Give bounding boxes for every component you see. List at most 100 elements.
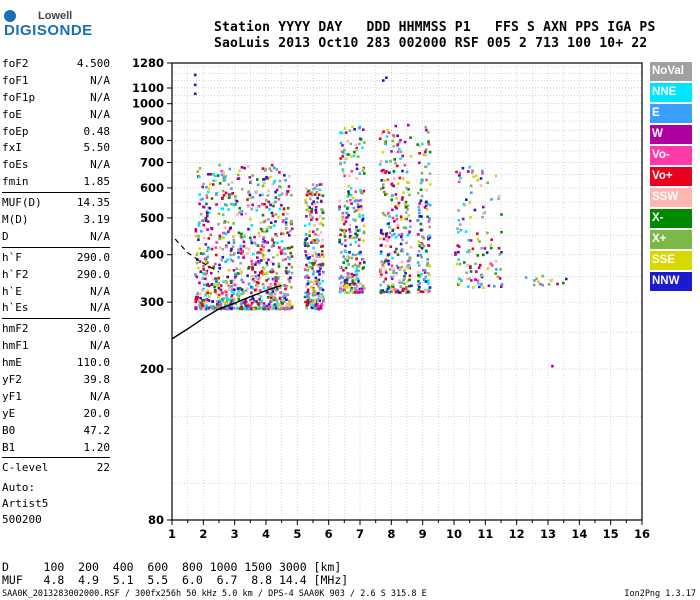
- echo-point: [256, 205, 260, 209]
- echo-point: [277, 262, 281, 266]
- echo-point: [255, 288, 258, 291]
- echo-point: [340, 242, 344, 246]
- echo-point: [205, 210, 209, 213]
- echo-point: [314, 291, 317, 295]
- echo-point: [218, 246, 222, 249]
- echo-point: [308, 222, 311, 226]
- echo-point: [254, 263, 257, 266]
- echo-point: [235, 213, 239, 216]
- auto-version: 500200: [2, 513, 42, 526]
- echo-point: [489, 243, 493, 247]
- echo-point: [222, 176, 226, 179]
- echo-point: [218, 163, 221, 167]
- echo-point: [255, 243, 258, 247]
- echo-point: [418, 215, 422, 218]
- echo-point: [358, 172, 362, 175]
- echo-point: [358, 238, 361, 241]
- echo-point: [342, 261, 345, 264]
- echo-point: [260, 244, 264, 247]
- param-value: N/A: [90, 107, 110, 121]
- echo-point: [390, 275, 393, 279]
- echo-point: [262, 178, 265, 181]
- param-row: h`Es N/A: [2, 300, 110, 317]
- echo-point: [358, 262, 362, 265]
- echo-point: [229, 202, 233, 206]
- echo-point: [386, 284, 390, 287]
- echo-point: [350, 169, 354, 173]
- echo-point: [380, 228, 383, 232]
- echo-point: [315, 252, 318, 256]
- echo-point: [283, 284, 287, 287]
- echo-point: [401, 169, 404, 173]
- echo-point: [354, 240, 358, 244]
- echo-point: [317, 304, 320, 308]
- echo-point: [227, 230, 230, 234]
- echo-point: [418, 282, 421, 285]
- legend-item: SSE: [650, 251, 692, 270]
- echo-point: [317, 234, 320, 237]
- echo-point: [303, 224, 307, 227]
- echo-point: [304, 244, 307, 247]
- echo-point: [404, 200, 408, 204]
- auto-block: Auto: Artist5 500200: [2, 480, 48, 528]
- echo-point: [310, 191, 314, 194]
- echo-point: [262, 249, 265, 252]
- echo-point: [458, 262, 462, 266]
- echo-point: [346, 139, 349, 143]
- echo-point: [416, 291, 420, 295]
- echo-point: [247, 267, 250, 270]
- echo-point: [402, 278, 406, 282]
- echo-point: [197, 223, 201, 226]
- echo-point: [351, 125, 354, 129]
- echo-point: [421, 142, 424, 146]
- echo-point: [204, 277, 207, 281]
- echo-point: [394, 193, 398, 196]
- echo-point: [256, 284, 259, 287]
- echo-point: [309, 298, 312, 302]
- footer-info: SAA0K_2013283002000.RSF / 300fx256h 50 k…: [2, 589, 427, 599]
- echo-point: [322, 300, 325, 303]
- echo-point: [271, 270, 275, 273]
- echo-point: [358, 126, 361, 130]
- x-tick-label: 13: [540, 527, 556, 541]
- echo-point: [202, 205, 206, 209]
- echo-point: [227, 208, 230, 211]
- param-row: foEp 0.48: [2, 124, 110, 141]
- echo-point: [209, 292, 212, 295]
- echo-point: [278, 283, 282, 286]
- echo-point: [498, 253, 501, 256]
- echo-point: [424, 288, 427, 292]
- echo-point: [381, 171, 385, 174]
- echo-point: [416, 283, 420, 287]
- echo-point: [213, 306, 217, 309]
- echo-point: [422, 237, 426, 240]
- param-name: C-level: [2, 461, 49, 475]
- echo-point: [383, 290, 386, 294]
- echo-point: [311, 238, 314, 242]
- echo-point: [314, 255, 318, 258]
- echo-point: [354, 190, 357, 193]
- echo-point: [280, 252, 283, 255]
- echo-point: [304, 199, 307, 202]
- param-value: 290.0: [76, 250, 110, 264]
- legend-item: E: [650, 104, 692, 123]
- echo-point: [494, 272, 497, 275]
- echo-point: [222, 173, 225, 177]
- echo-point: [312, 292, 315, 295]
- echo-point: [275, 279, 278, 282]
- echo-point: [417, 288, 420, 291]
- echo-point: [346, 195, 350, 198]
- echo-point: [355, 225, 358, 229]
- echo-point: [424, 275, 427, 279]
- echo-point: [311, 254, 314, 257]
- echo-point: [457, 231, 460, 234]
- echo-point: [227, 298, 231, 301]
- echo-point: [236, 177, 240, 180]
- echo-point: [277, 276, 280, 279]
- echo-point: [271, 268, 274, 271]
- echo-point: [462, 203, 466, 206]
- echo-point: [231, 300, 235, 303]
- echo-point: [248, 196, 252, 200]
- echo-point: [347, 256, 351, 260]
- echo-point: [217, 282, 221, 285]
